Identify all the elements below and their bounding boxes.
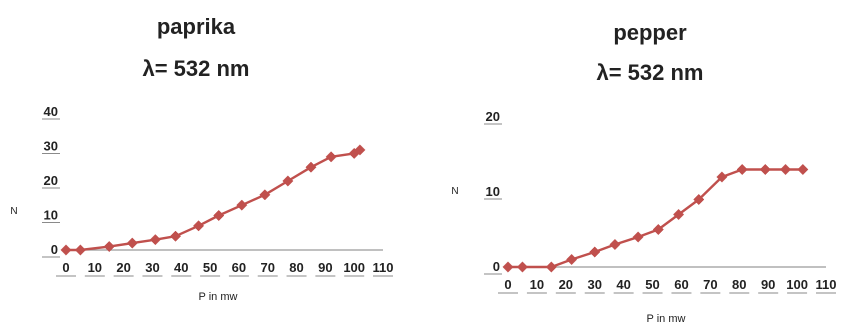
data-point-marker	[779, 163, 792, 176]
x-tick-label: 40	[616, 277, 630, 292]
x-tick-label: 100	[343, 260, 365, 275]
x-tick-label: 20	[116, 260, 130, 275]
x-tick-label: 50	[645, 277, 659, 292]
data-point-marker	[652, 223, 664, 236]
x-tick-label: 0	[504, 277, 511, 292]
y-tick-label: 0	[51, 242, 58, 257]
data-point-marker	[354, 144, 366, 156]
data-point-marker	[609, 238, 621, 251]
data-point-marker	[193, 220, 205, 232]
x-tick-label: 0	[62, 260, 69, 275]
data-point-marker	[759, 163, 771, 176]
chart-title: paprika	[157, 14, 236, 39]
y-tick-label: 10	[486, 184, 500, 199]
chart-title: pepper	[613, 20, 687, 45]
data-point-marker	[213, 209, 225, 222]
data-point-marker	[545, 261, 557, 273]
x-tick-label: 110	[373, 260, 394, 275]
data-point-marker	[74, 244, 86, 256]
data-point-marker	[282, 175, 294, 187]
x-tick-label: 10	[530, 277, 544, 292]
chart-subtitle: λ= 532 nm	[596, 60, 703, 85]
x-tick-label: 100	[786, 277, 808, 292]
data-point-marker	[502, 261, 514, 273]
chart-paprika: paprika λ= 532 nm 0 10 20 30 40 0 10 20 30 40 50 60 70…	[10, 14, 393, 303]
x-tick-label: 30	[145, 260, 159, 275]
data-point-marker	[259, 189, 271, 201]
x-tick-label: 40	[174, 260, 188, 275]
x-tick-label: 90	[318, 260, 332, 275]
data-point-marker	[566, 253, 578, 266]
data-point-marker	[325, 151, 337, 163]
y-tick-label: 10	[44, 208, 58, 223]
data-point-marker	[716, 171, 728, 183]
series-line	[66, 148, 361, 252]
data-point-marker	[305, 161, 317, 173]
data-point-marker	[149, 234, 161, 246]
y-tick-label: 20	[486, 109, 500, 124]
y-tick-label: 40	[44, 104, 58, 119]
x-tick-label: 20	[559, 277, 573, 292]
x-tick-label: 70	[703, 277, 717, 292]
data-point-marker	[103, 240, 115, 253]
x-tick-label: 60	[674, 277, 688, 292]
y-tick-label: 30	[44, 139, 58, 154]
data-point-marker	[169, 230, 182, 242]
data-point-marker	[516, 261, 529, 273]
data-point-marker	[632, 231, 644, 243]
y-tick-label: 20	[44, 173, 58, 188]
x-tick-label: 90	[761, 277, 775, 292]
data-point-marker	[589, 246, 601, 258]
data-point-marker	[126, 237, 138, 249]
x-tick-label: 60	[232, 260, 246, 275]
series-line	[508, 168, 803, 269]
x-tick-label: 50	[203, 260, 217, 275]
data-point-marker	[736, 163, 748, 176]
y-axis-label: N	[451, 186, 458, 197]
x-axis-label: P in mw	[647, 313, 686, 324]
data-point-marker	[673, 208, 685, 221]
y-axis-label: N	[10, 206, 17, 217]
x-axis-label: P in mw	[199, 291, 238, 303]
x-tick-label: 70	[260, 260, 274, 275]
chart-subtitle: λ= 532 nm	[142, 56, 249, 81]
data-point-marker	[236, 199, 248, 211]
data-point-marker	[693, 193, 705, 206]
x-tick-label: 80	[732, 277, 746, 292]
data-point-marker	[797, 163, 809, 176]
y-tick-label: 0	[493, 259, 500, 274]
data-point-marker	[60, 244, 72, 256]
x-tick-label: 80	[289, 260, 303, 275]
chart-pepper: pepper λ= 532 nm 0 10 20 0 10 20 30 40 50 60 70 80 90 1…	[451, 20, 836, 324]
x-tick-label: 10	[88, 260, 102, 275]
x-tick-label: 110	[816, 277, 837, 292]
x-tick-label: 30	[587, 277, 601, 292]
